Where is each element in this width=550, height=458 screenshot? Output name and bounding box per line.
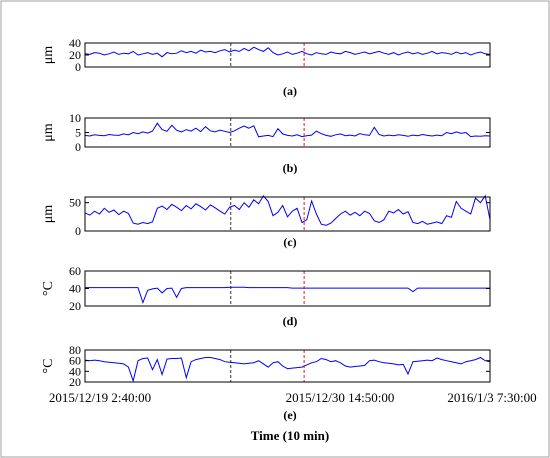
- panel-caption: (a): [283, 84, 297, 98]
- y-tick-label: 0: [75, 140, 81, 154]
- y-tick-label: 40: [69, 36, 81, 50]
- axes-frame: [84, 196, 491, 232]
- y-tick-label: 0: [75, 60, 81, 74]
- panel-caption: (b): [283, 161, 298, 175]
- y-tick-label: 10: [69, 111, 81, 125]
- time-label-mid: 2015/12/30 14:50:00: [286, 390, 395, 405]
- x-axis-title: Time (10 min): [251, 428, 329, 443]
- chart-d: 20 40 60 °C (d): [41, 264, 491, 328]
- series-line-d: [85, 286, 490, 304]
- y-tick-label: 20: [69, 375, 81, 389]
- series-line-c: [84, 194, 491, 226]
- y-axis-label: μm: [41, 46, 56, 65]
- y-tick-label: 5: [75, 126, 81, 140]
- y-axis-label: μm: [41, 123, 56, 142]
- time-label-right: 2016/1/3 7:30:00: [447, 390, 536, 405]
- panel-caption: (d): [283, 314, 298, 328]
- panel-caption: (e): [283, 408, 296, 422]
- y-tick-label: 60: [69, 354, 81, 368]
- y-tick-label: 40: [69, 364, 81, 378]
- axes-frame: [84, 349, 491, 383]
- chart-c: 0 50 μm (c): [41, 194, 491, 249]
- y-tick-label: 80: [69, 343, 81, 357]
- y-tick-label: 20: [69, 48, 81, 62]
- y-tick-label: 0: [75, 224, 81, 238]
- y-axis-label: °C: [41, 359, 56, 374]
- panel-caption: (c): [283, 235, 296, 249]
- y-tick-label: 40: [69, 282, 81, 296]
- time-label-left: 2015/12/19 2:40:00: [49, 390, 151, 405]
- y-axis-label: °C: [41, 281, 56, 296]
- y-axis-label: μm: [41, 205, 56, 224]
- y-tick-label: 20: [69, 299, 81, 313]
- series-line-b: [84, 122, 491, 138]
- series-line-a: [84, 46, 491, 58]
- y-tick-label: 50: [69, 196, 81, 210]
- series-line-e: [84, 356, 491, 383]
- y-tick-label: 60: [69, 264, 81, 278]
